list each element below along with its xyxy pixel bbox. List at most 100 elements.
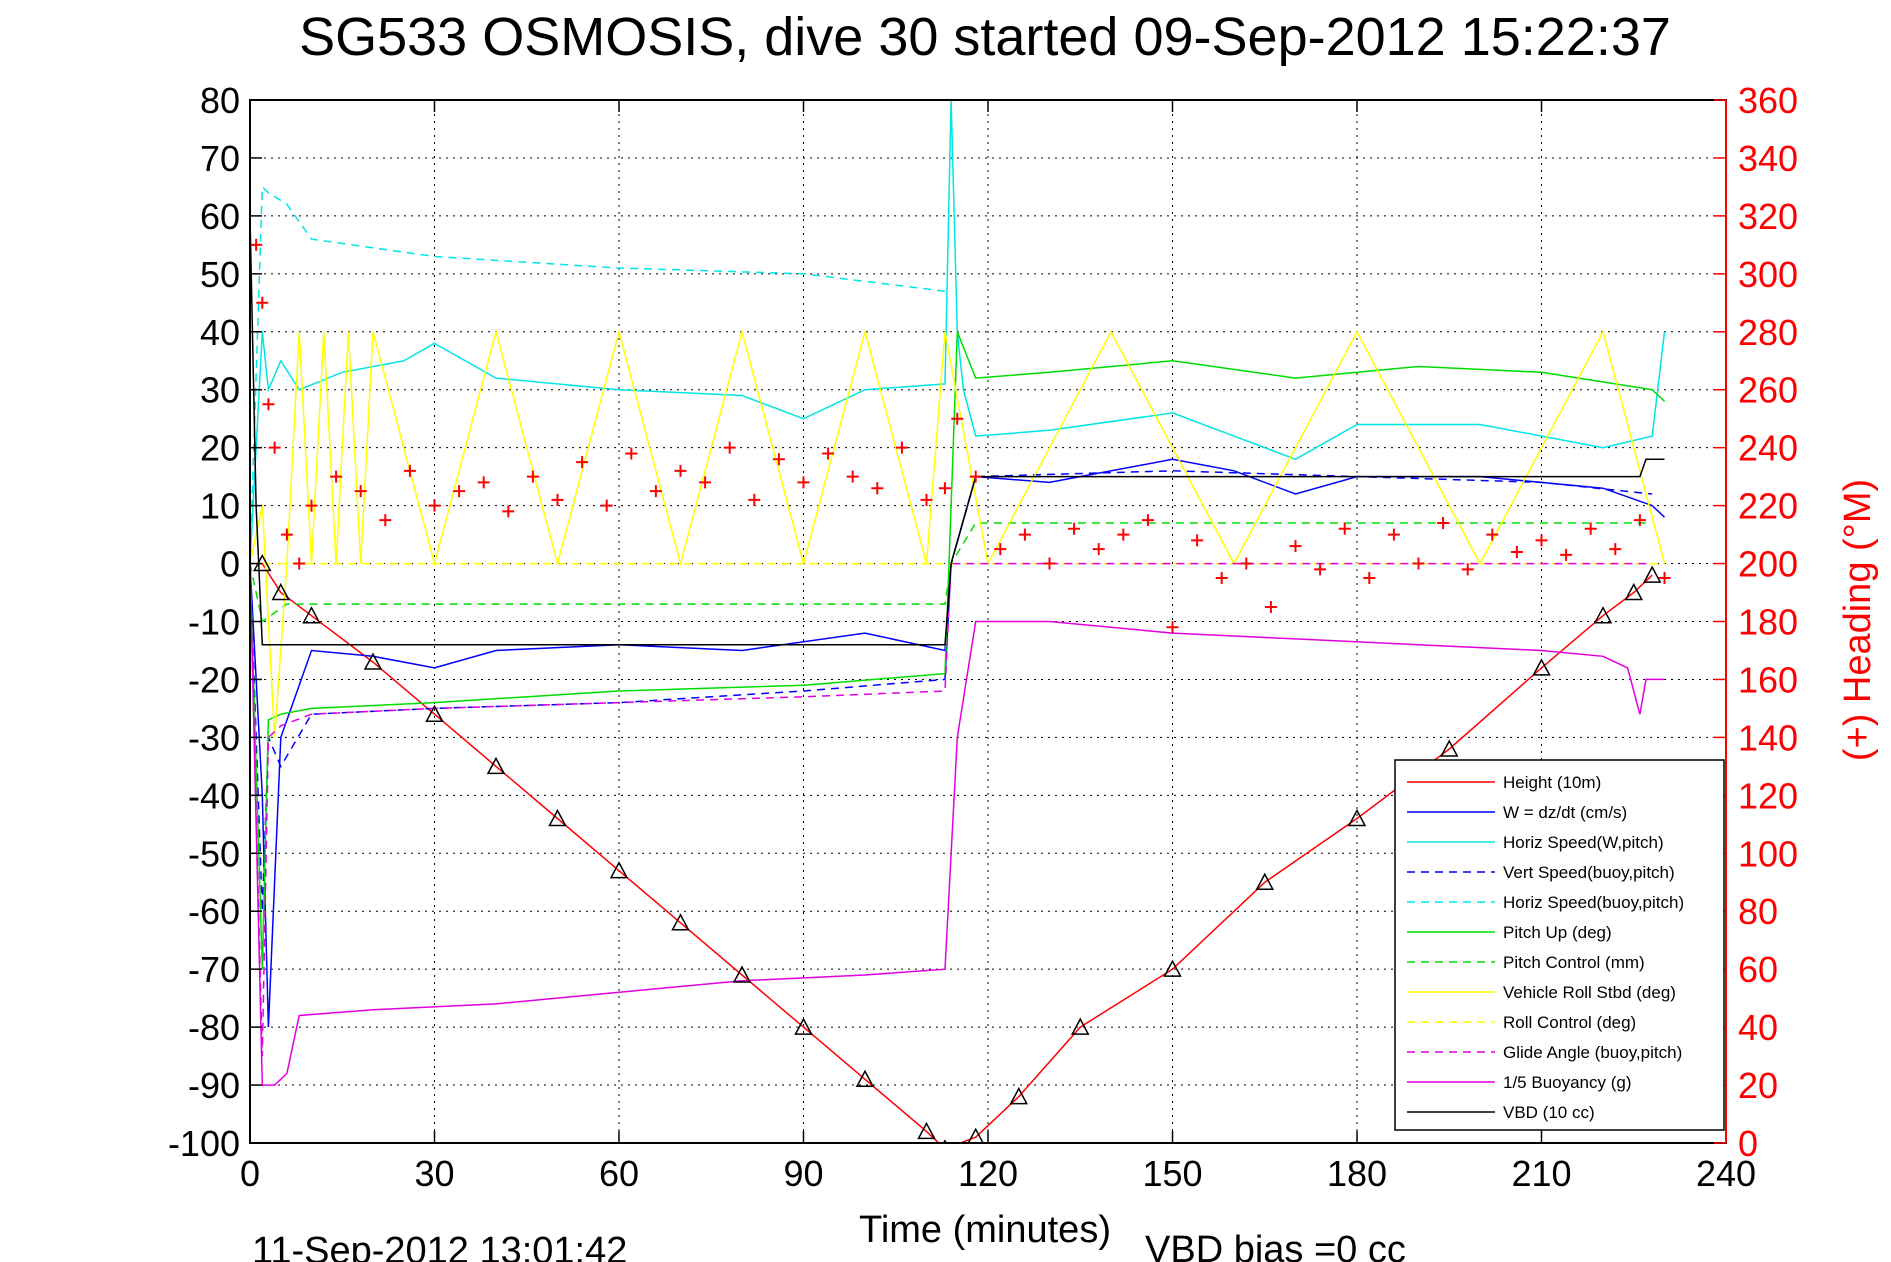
heading-point — [1658, 572, 1671, 585]
depth-marker — [1255, 872, 1274, 890]
y-tick-label: 20 — [200, 428, 240, 469]
depth-marker — [1163, 959, 1182, 977]
heading-point — [1166, 621, 1179, 634]
series-line-4 — [250, 185, 952, 564]
heading-point — [772, 453, 785, 466]
heading-point — [951, 412, 964, 425]
y-right-tick-label: 20 — [1738, 1065, 1778, 1106]
heading-point — [1043, 557, 1056, 570]
depth-marker — [1347, 808, 1367, 827]
x-axis: 0 30 60 90 120 150 180 210 240 — [240, 100, 1756, 1194]
heading-point — [305, 499, 318, 512]
y-right-tick-label: 180 — [1738, 602, 1798, 643]
y-tick-label: -60 — [188, 891, 240, 932]
y-tick-label: 50 — [200, 254, 240, 295]
heading-point — [846, 470, 859, 483]
y-right-tick-label: 0 — [1738, 1123, 1758, 1164]
heading-point — [969, 470, 982, 483]
legend-label: Roll Control (deg) — [1503, 1013, 1636, 1032]
y-right-tick-label: 200 — [1738, 544, 1798, 585]
x-axis-label: Time (minutes) — [859, 1209, 1111, 1251]
heading-point — [1387, 528, 1400, 541]
x-tick-label: 60 — [599, 1153, 639, 1194]
heading-point — [1018, 528, 1031, 541]
heading-point — [600, 499, 613, 512]
y-axis-right: 0 20 40 60 80 100 120 140 160 180 200 220 240 260 280 3… — [1714, 80, 1798, 1164]
legend-label: Glide Angle (buoy,pitch) — [1503, 1043, 1682, 1062]
heading-point — [293, 557, 306, 570]
heading-point — [280, 528, 293, 541]
depth-marker — [1642, 565, 1662, 583]
heading-point — [1289, 540, 1302, 553]
heading-point — [576, 456, 589, 469]
y-tick-label: -30 — [188, 717, 240, 758]
heading-point — [354, 485, 367, 498]
y-axis-right-label: (+) Heading (°M) — [1837, 479, 1879, 761]
legend-label: Vehicle Roll Stbd (deg) — [1503, 983, 1676, 1002]
heading-point — [268, 441, 281, 454]
depth-marker — [425, 704, 444, 722]
x-tick-label: 150 — [1142, 1153, 1202, 1194]
heading-point — [379, 514, 392, 527]
y-right-tick-label: 340 — [1738, 138, 1798, 179]
heading-point — [1141, 514, 1154, 527]
depth-marker — [1593, 606, 1613, 624]
y-axis-left: -100-90-80-70-60-50-40-30-20-10010203040… — [168, 80, 262, 1164]
heading-point — [625, 447, 638, 460]
depth-marker — [1009, 1087, 1028, 1105]
footer-timestamp: 11-Sep-2012 13:01:42 — [252, 1230, 627, 1262]
y-right-tick-label: 260 — [1738, 370, 1798, 411]
heading-point — [1068, 522, 1081, 535]
heading-point — [403, 464, 416, 477]
series-line-10 — [250, 563, 1665, 1086]
x-tick-label: 0 — [240, 1153, 260, 1194]
y-right-tick-label: 220 — [1738, 486, 1798, 527]
heading-point — [1535, 534, 1548, 547]
heading-point — [938, 482, 951, 495]
depth-marker — [732, 965, 752, 983]
y-right-tick-label: 300 — [1738, 254, 1798, 295]
heading-point — [994, 543, 1007, 556]
depth-marker — [1071, 1017, 1090, 1035]
heading-point — [797, 476, 810, 489]
series-line-3 — [250, 470, 1653, 912]
heading-point — [1437, 516, 1450, 529]
depth-marker — [855, 1069, 875, 1088]
depth-marker — [486, 756, 506, 775]
y-tick-label: 0 — [220, 544, 240, 585]
depth-marker — [609, 861, 629, 879]
y-tick-label: -80 — [188, 1007, 240, 1048]
heading-point — [1461, 563, 1474, 576]
heading-point — [895, 441, 908, 454]
heading-point — [330, 470, 343, 483]
heading-point — [250, 238, 263, 251]
depth-marker — [302, 606, 321, 624]
heading-point — [649, 485, 662, 498]
heading-point — [262, 398, 275, 411]
legend-label: W = dz/dt (cm/s) — [1503, 803, 1627, 822]
legend-label: 1/5 Buoyancy (g) — [1503, 1073, 1632, 1092]
heading-point — [526, 470, 539, 483]
heading-point — [1117, 528, 1130, 541]
y-right-tick-label: 240 — [1738, 428, 1798, 469]
heading-point — [502, 505, 515, 518]
heading-point — [1191, 534, 1204, 547]
heading-point — [1215, 572, 1228, 585]
series-line-5 — [250, 331, 1666, 970]
y-tick-label: -50 — [188, 833, 240, 874]
heading-point — [477, 476, 490, 489]
y-tick-label: 10 — [200, 486, 240, 527]
heading-point — [1633, 514, 1646, 527]
series-line-2 — [250, 100, 1666, 564]
depth-marker — [363, 652, 383, 670]
y-right-tick-label: 320 — [1738, 196, 1798, 237]
heading-point — [1609, 543, 1622, 556]
x-tick-label: 180 — [1327, 1153, 1387, 1194]
heading-point — [551, 493, 564, 506]
heading-point — [1486, 528, 1499, 541]
legend-label: Pitch Up (deg) — [1503, 923, 1612, 942]
y-tick-label: 30 — [200, 370, 240, 411]
legend-label: Horiz Speed(buoy,pitch) — [1503, 893, 1684, 912]
legend-label: Vert Speed(buoy,pitch) — [1503, 863, 1675, 882]
